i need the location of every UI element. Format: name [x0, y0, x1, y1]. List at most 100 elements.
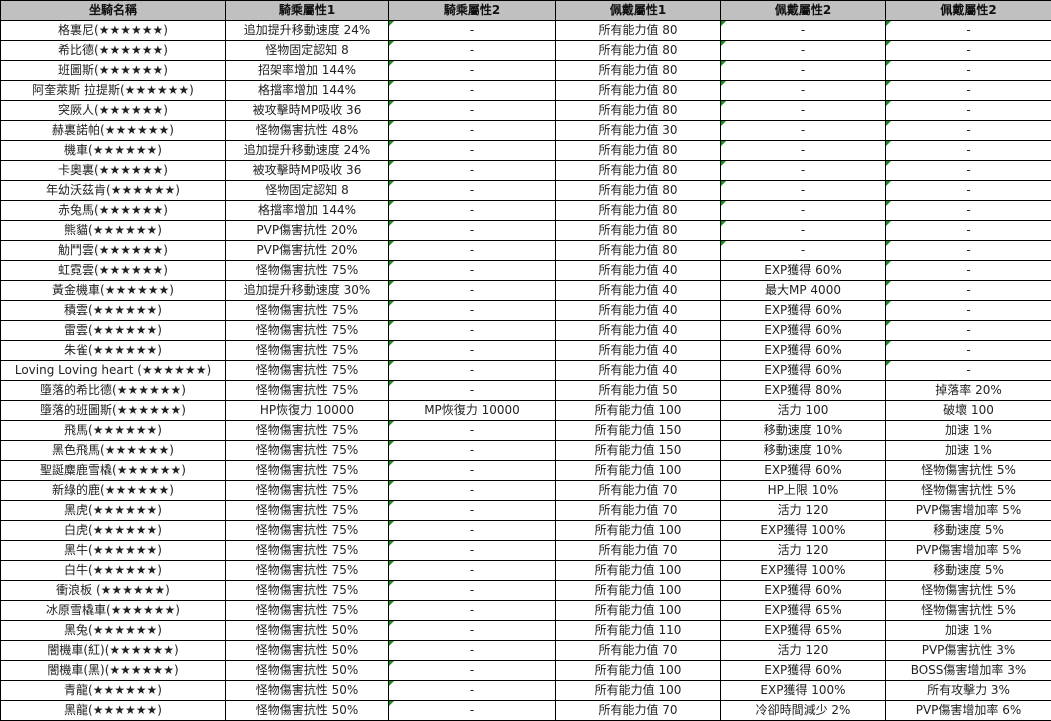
cell-wear-attr-2b[interactable]: PVP傷害抗性 3%: [885, 640, 1051, 661]
cell-wear-attr-2[interactable]: -: [720, 160, 886, 181]
cell-ride-attr-2[interactable]: -: [388, 640, 556, 661]
cell-ride-attr-1[interactable]: PVP傷害抗性 20%: [225, 220, 389, 241]
cell-wear-attr-2b[interactable]: -: [885, 240, 1051, 261]
cell-ride-attr-2[interactable]: -: [388, 120, 556, 141]
cell-mount-name[interactable]: 赫裏諾帕(★★★★★★): [0, 120, 226, 141]
cell-wear-attr-2b[interactable]: 掉落率 20%: [885, 380, 1051, 401]
cell-ride-attr-1[interactable]: 怪物傷害抗性 75%: [225, 540, 389, 561]
cell-mount-name[interactable]: 闇機車(紅)(★★★★★★): [0, 640, 226, 661]
cell-ride-attr-1[interactable]: 怪物傷害抗性 75%: [225, 500, 389, 521]
cell-wear-attr-1[interactable]: 所有能力值 150: [555, 440, 721, 461]
cell-wear-attr-2[interactable]: 活力 120: [720, 540, 886, 561]
cell-wear-attr-1[interactable]: 所有能力值 80: [555, 140, 721, 161]
cell-wear-attr-2[interactable]: EXP獲得 60%: [720, 660, 886, 681]
cell-mount-name[interactable]: 熊貓(★★★★★★): [0, 220, 226, 241]
cell-ride-attr-1[interactable]: 怪物固定認知 8: [225, 180, 389, 201]
cell-ride-attr-2[interactable]: -: [388, 500, 556, 521]
cell-ride-attr-2[interactable]: -: [388, 180, 556, 201]
cell-ride-attr-2[interactable]: -: [388, 620, 556, 641]
cell-wear-attr-1[interactable]: 所有能力值 100: [555, 600, 721, 621]
cell-wear-attr-2[interactable]: -: [720, 180, 886, 201]
cell-wear-attr-2[interactable]: -: [720, 240, 886, 261]
cell-wear-attr-1[interactable]: 所有能力值 80: [555, 60, 721, 81]
cell-mount-name[interactable]: 飛馬(★★★★★★): [0, 420, 226, 441]
cell-ride-attr-1[interactable]: 怪物固定認知 8: [225, 40, 389, 61]
cell-wear-attr-2[interactable]: 活力 100: [720, 400, 886, 421]
cell-wear-attr-2[interactable]: 活力 120: [720, 640, 886, 661]
cell-wear-attr-2[interactable]: EXP獲得 60%: [720, 360, 886, 381]
cell-wear-attr-2b[interactable]: -: [885, 340, 1051, 361]
cell-ride-attr-1[interactable]: 追加提升移動速度 24%: [225, 140, 389, 161]
cell-wear-attr-2b[interactable]: -: [885, 140, 1051, 161]
cell-mount-name[interactable]: 希比德(★★★★★★): [0, 40, 226, 61]
cell-ride-attr-1[interactable]: 怪物傷害抗性 75%: [225, 320, 389, 341]
cell-mount-name[interactable]: 黑牛(★★★★★★): [0, 540, 226, 561]
cell-mount-name[interactable]: 機車(★★★★★★): [0, 140, 226, 161]
cell-ride-attr-1[interactable]: 格擋率增加 144%: [225, 200, 389, 221]
cell-wear-attr-1[interactable]: 所有能力值 70: [555, 500, 721, 521]
cell-ride-attr-1[interactable]: 怪物傷害抗性 75%: [225, 600, 389, 621]
cell-wear-attr-2b[interactable]: 移動速度 5%: [885, 560, 1051, 581]
cell-mount-name[interactable]: 觔鬥雲(★★★★★★): [0, 240, 226, 261]
cell-ride-attr-1[interactable]: 追加提升移動速度 24%: [225, 20, 389, 41]
cell-ride-attr-2[interactable]: -: [388, 680, 556, 701]
cell-ride-attr-1[interactable]: 怪物傷害抗性 50%: [225, 640, 389, 661]
cell-ride-attr-2[interactable]: -: [388, 260, 556, 281]
cell-ride-attr-2[interactable]: -: [388, 600, 556, 621]
header-ride-attr-1[interactable]: 騎乘屬性1: [225, 0, 389, 21]
cell-wear-attr-2b[interactable]: 加速 1%: [885, 440, 1051, 461]
cell-mount-name[interactable]: 朱雀(★★★★★★): [0, 340, 226, 361]
cell-wear-attr-2b[interactable]: 所有攻擊力 3%: [885, 680, 1051, 701]
cell-wear-attr-1[interactable]: 所有能力值 80: [555, 240, 721, 261]
cell-wear-attr-2[interactable]: -: [720, 60, 886, 81]
cell-ride-attr-1[interactable]: 被攻擊時MP吸收 36: [225, 100, 389, 121]
cell-ride-attr-2[interactable]: -: [388, 560, 556, 581]
cell-wear-attr-2b[interactable]: -: [885, 360, 1051, 381]
cell-wear-attr-1[interactable]: 所有能力值 100: [555, 520, 721, 541]
cell-ride-attr-2[interactable]: -: [388, 340, 556, 361]
cell-mount-name[interactable]: 黑龍(★★★★★★): [0, 700, 226, 721]
cell-ride-attr-2[interactable]: -: [388, 440, 556, 461]
cell-wear-attr-1[interactable]: 所有能力值 30: [555, 120, 721, 141]
cell-wear-attr-2b[interactable]: -: [885, 260, 1051, 281]
cell-wear-attr-1[interactable]: 所有能力值 40: [555, 360, 721, 381]
cell-ride-attr-1[interactable]: PVP傷害抗性 20%: [225, 240, 389, 261]
cell-wear-attr-2b[interactable]: 怪物傷害抗性 5%: [885, 580, 1051, 601]
cell-mount-name[interactable]: 班圖斯(★★★★★★): [0, 60, 226, 81]
cell-ride-attr-2[interactable]: -: [388, 580, 556, 601]
cell-ride-attr-1[interactable]: 格擋率增加 144%: [225, 80, 389, 101]
cell-mount-name[interactable]: 黃金機車(★★★★★★): [0, 280, 226, 301]
cell-ride-attr-2[interactable]: -: [388, 140, 556, 161]
cell-wear-attr-1[interactable]: 所有能力值 40: [555, 320, 721, 341]
cell-mount-name[interactable]: 赤兔馬(★★★★★★): [0, 200, 226, 221]
cell-wear-attr-2[interactable]: EXP獲得 60%: [720, 580, 886, 601]
cell-mount-name[interactable]: 黑虎(★★★★★★): [0, 500, 226, 521]
cell-wear-attr-1[interactable]: 所有能力值 100: [555, 580, 721, 601]
cell-wear-attr-2b[interactable]: BOSS傷害增加率 3%: [885, 660, 1051, 681]
cell-wear-attr-2[interactable]: EXP獲得 65%: [720, 620, 886, 641]
cell-ride-attr-1[interactable]: 怪物傷害抗性 48%: [225, 120, 389, 141]
cell-wear-attr-2[interactable]: 移動速度 10%: [720, 420, 886, 441]
cell-wear-attr-2[interactable]: EXP獲得 80%: [720, 380, 886, 401]
cell-ride-attr-1[interactable]: 怪物傷害抗性 50%: [225, 700, 389, 721]
cell-ride-attr-1[interactable]: 怪物傷害抗性 75%: [225, 440, 389, 461]
cell-ride-attr-2[interactable]: -: [388, 40, 556, 61]
cell-wear-attr-1[interactable]: 所有能力值 80: [555, 200, 721, 221]
cell-mount-name[interactable]: 黑兔(★★★★★★): [0, 620, 226, 641]
cell-mount-name[interactable]: 積雲(★★★★★★): [0, 300, 226, 321]
cell-wear-attr-2[interactable]: EXP獲得 60%: [720, 260, 886, 281]
cell-wear-attr-2[interactable]: 活力 120: [720, 500, 886, 521]
cell-ride-attr-1[interactable]: 追加提升移動速度 30%: [225, 280, 389, 301]
cell-wear-attr-1[interactable]: 所有能力值 50: [555, 380, 721, 401]
cell-wear-attr-1[interactable]: 所有能力值 80: [555, 100, 721, 121]
cell-wear-attr-2b[interactable]: PVP傷害增加率 5%: [885, 540, 1051, 561]
cell-wear-attr-1[interactable]: 所有能力值 40: [555, 340, 721, 361]
cell-ride-attr-2[interactable]: -: [388, 480, 556, 501]
cell-ride-attr-2[interactable]: -: [388, 100, 556, 121]
cell-mount-name[interactable]: 突厥人(★★★★★★): [0, 100, 226, 121]
cell-mount-name[interactable]: 黑色飛馬(★★★★★★): [0, 440, 226, 461]
cell-wear-attr-2b[interactable]: -: [885, 80, 1051, 101]
cell-mount-name[interactable]: 白虎(★★★★★★): [0, 520, 226, 541]
cell-wear-attr-1[interactable]: 所有能力值 100: [555, 400, 721, 421]
cell-wear-attr-2b[interactable]: 怪物傷害抗性 5%: [885, 480, 1051, 501]
